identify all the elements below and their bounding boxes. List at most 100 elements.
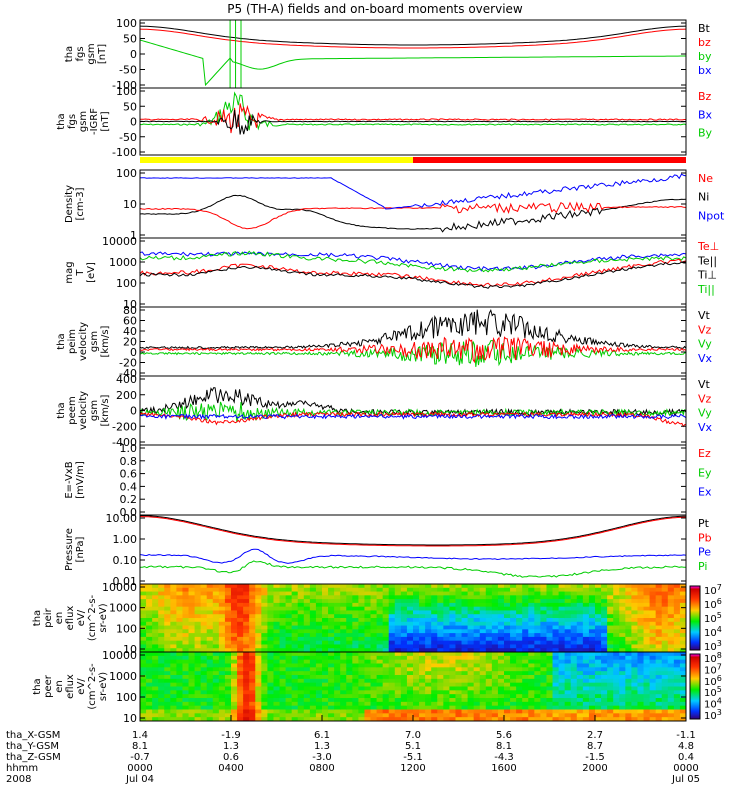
ytick-label: 10.00: [106, 512, 138, 525]
ytick-label: 10: [123, 298, 137, 311]
ylabel-line: tha: [56, 333, 67, 349]
panel-content-peer_spec: [140, 652, 686, 721]
ytick-label: 1: [130, 229, 137, 242]
legend-vx: Vx: [698, 421, 713, 434]
ytick-label: 1000: [109, 602, 137, 615]
footer-value-y: 8.1: [132, 741, 148, 752]
ytick-label: 0.10: [113, 554, 138, 567]
legend-by: By: [698, 127, 713, 140]
legend-pt: Pt: [698, 517, 710, 530]
footer-value-y: 8.7: [587, 741, 603, 752]
footer-value-z: -0.7: [130, 752, 150, 763]
ylabel-line: peer: [43, 674, 54, 698]
footer-value-hhmm: 1200: [400, 763, 426, 774]
ytick-label: 10000: [102, 649, 137, 662]
panel-frame: [139, 169, 687, 239]
ylabel-line: tha: [32, 678, 43, 694]
footer-value-x: 5.6: [496, 730, 512, 741]
legend-vx: Vx: [698, 352, 713, 365]
legend-vy: Vy: [698, 407, 712, 420]
legend-ni: Ni: [698, 191, 709, 204]
footer-value-z: -5.1: [403, 752, 423, 763]
legend-vz: Vz: [698, 323, 712, 336]
ylabel-line: (cm^2-s-: [87, 594, 98, 641]
ylabel-line: fgs: [67, 114, 78, 129]
footer-value-y: 8.1: [496, 741, 512, 752]
ytick-label: 1.0: [120, 442, 138, 455]
footer-value-x: 2.7: [587, 730, 603, 741]
ylabel-line: sr-eV): [98, 603, 109, 632]
ytick-label: 0.0: [120, 506, 138, 519]
footer-row-label: 2008: [6, 774, 32, 785]
ylabel-line: (cm^2-s-: [87, 663, 98, 710]
legend-npot: Npot: [698, 209, 725, 222]
ylabel-line: mag: [64, 261, 75, 283]
ytick-label: 60: [123, 315, 137, 328]
ytick-label: -40: [119, 367, 137, 380]
legend-te: Te⊥: [697, 240, 719, 253]
footer-value-hhmm: 1600: [491, 763, 517, 774]
footer-value-x: -1.1: [676, 730, 696, 741]
footer-value-hhmm: 0000: [127, 763, 153, 774]
ytick-label: 50: [123, 100, 137, 113]
legend-pb: Pb: [698, 531, 712, 544]
legend-bz: Bz: [698, 90, 712, 103]
chart-title: P5 (TH-A) fields and on-board moments ov…: [227, 2, 523, 16]
ylabel-line: gsm: [89, 400, 100, 421]
footer-value-x: 1.4: [132, 730, 148, 741]
ylabel-line: en: [54, 680, 65, 693]
ytick-label: 0.4: [120, 480, 138, 493]
ytick-label: 40: [123, 325, 137, 338]
ytick-label: -400: [112, 436, 137, 449]
panel-frame: [139, 306, 687, 377]
panel-content-pressure: [140, 515, 686, 578]
footer-value-z: 0.4: [678, 752, 694, 763]
panel-peer_spec: 10000 1000 100 10 tha peer en eflux eV/(cm^2-s-s…: [32, 649, 722, 725]
footer-value-x: 7.0: [405, 730, 421, 741]
panel-efield: 1.00.80.60.40.20.0 E=-VxB [mV/m] Ez Ey Ex: [64, 442, 712, 519]
ylabel-line: en: [54, 612, 65, 625]
ytick-label: 80: [123, 304, 137, 317]
footer-row-label: tha_Y-GSM: [6, 741, 60, 752]
ytick-label: 1000: [109, 256, 137, 269]
ytick-label: 0: [130, 405, 137, 418]
ytick-label: 0.01: [113, 575, 138, 588]
ylabel-line: tha: [56, 113, 67, 129]
ylabel-line: Pressure: [64, 528, 75, 571]
footer-value-y: 4.8: [678, 741, 694, 752]
panel-peir_spec: 10000 1000 100 10 tha peir en eflux eV/(cm^2-s-s…: [32, 581, 722, 656]
ytick-label: 0: [130, 346, 137, 359]
ylabel-line: [mV/m]: [75, 461, 86, 499]
colorbar-label: 105: [704, 611, 722, 625]
panel-content-temp: [140, 250, 686, 289]
footer-value-hhmm: 0000: [673, 763, 699, 774]
ylabel-line: gsm: [86, 43, 97, 64]
footer-value-date: Jul 04: [126, 774, 154, 785]
ylabel-line: peir: [43, 607, 54, 627]
panel-content-peir_spec: [140, 584, 686, 652]
ylabel-line: [cm-3]: [75, 187, 86, 220]
panel-content-fgs_dc: [140, 91, 686, 135]
ytick-label: -50: [119, 64, 137, 77]
ylabel-line: [km/s]: [100, 325, 111, 357]
panel-temp: 10000 1000 100 10 mag T [eV] Te⊥Te|| Ti⊥Ti||: [64, 235, 719, 311]
footer-value-z: 0.6: [223, 752, 239, 763]
panel-frame: [139, 19, 687, 89]
footer-value-z: -4.3: [494, 752, 514, 763]
footer-value-x: 6.1: [314, 730, 330, 741]
panel-frame: [139, 514, 687, 585]
legend-bx: Bx: [698, 108, 713, 121]
ytick-label: -100: [112, 79, 137, 92]
footer-value-z: -3.0: [312, 752, 332, 763]
panel-frame: [139, 87, 687, 156]
colorbar-label: 104: [704, 625, 722, 639]
ytick-label: 100: [116, 277, 137, 290]
ylabel-line: fgs: [75, 46, 86, 61]
ylabel-line: -IGRF: [89, 108, 100, 135]
ylabel-line: peim: [67, 329, 78, 354]
ytick-label: 10: [123, 712, 137, 725]
footer-value-y: 1.3: [314, 741, 330, 752]
